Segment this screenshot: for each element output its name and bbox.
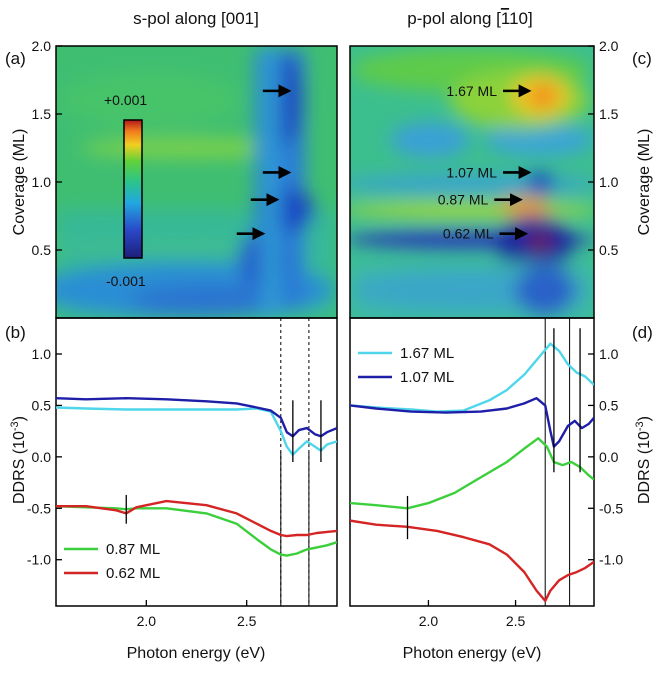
- legend-label-1: 1.07 ML: [400, 369, 454, 386]
- series-line-062-ML: [56, 499, 337, 538]
- series-line-107-ML: [56, 397, 337, 438]
- colorbar: [123, 119, 143, 259]
- right-column-title: p-pol along [110]: [407, 9, 532, 28]
- ytick-label-c-2: 1.5: [599, 106, 619, 122]
- panel-letter-d: (d): [632, 323, 653, 342]
- xtick-label-b-0: 2.0: [137, 613, 157, 629]
- colorbar-min-label: -0.001: [106, 273, 146, 289]
- ytick-label-b-2: 0.0: [32, 449, 52, 465]
- series-line-087-ML: [350, 437, 594, 510]
- right-coverage-axis-title: Coverage (ML): [636, 129, 653, 236]
- panel-letter-c: (c): [632, 49, 652, 68]
- ytick-label-d-3: 0.5: [599, 397, 619, 413]
- ytick-label-d-2: 0.0: [599, 449, 619, 465]
- ytick-label-c-3: 2.0: [599, 38, 619, 54]
- right-title-prefix: p-pol along [: [407, 9, 501, 28]
- coverage-marker-label-3: 0.62 ML: [443, 226, 494, 242]
- series-line-062-ML: [350, 519, 594, 603]
- legend-label-1: 0.62 ML: [106, 565, 160, 582]
- series-line-167-ML: [350, 342, 594, 413]
- panel-b-lines: 0.87 ML 0.62 ML: [55, 317, 338, 607]
- coverage-marker-label-1: 1.07 ML: [446, 164, 497, 180]
- left-ddrs-axis-title: DDRS (10-3): [9, 416, 28, 504]
- left-column-title: s-pol along [001]: [133, 9, 259, 28]
- legend-label-0: 1.67 ML: [400, 345, 454, 362]
- ytick-label-a-2: 1.5: [32, 106, 52, 122]
- right-ddrs-axis-title: DDRS (10-3): [634, 416, 653, 504]
- ytick-label-a-1: 1.0: [32, 174, 52, 190]
- ytick-label-c-1: 1.0: [599, 174, 619, 190]
- panel-letter-b: (b): [5, 323, 26, 342]
- left-coverage-axis-title: Coverage (ML): [11, 129, 28, 236]
- panel-d-lines: 1.67 ML 1.07 ML: [349, 317, 595, 607]
- panel-c-heatmap: 1.67 ML 1.07 ML 0.87 ML 0.62 ML: [349, 45, 595, 319]
- coverage-marker-label-0: 1.67 ML: [446, 83, 497, 99]
- right-title-suffix: 10]: [509, 9, 533, 28]
- ytick-label-d-1: -0.5: [599, 500, 623, 516]
- ytick-label-c-0: 0.5: [599, 242, 619, 258]
- series-line-107-ML: [350, 397, 594, 448]
- right-x-axis-title: Photon energy (eV): [403, 645, 542, 662]
- series-line-087-ML: [56, 505, 337, 557]
- xtick-label-d-0: 2.0: [419, 613, 439, 629]
- colorbar-max-label: +0.001: [104, 92, 147, 108]
- ytick-label-d-4: 1.0: [599, 346, 619, 362]
- ytick-label-b-4: 1.0: [32, 346, 52, 362]
- ytick-label-b-1: -0.5: [27, 500, 51, 516]
- ytick-label-b-0: -1.0: [27, 552, 51, 568]
- xtick-label-d-1: 2.5: [506, 613, 526, 629]
- panel-letter-a: (a): [5, 49, 26, 68]
- coverage-marker-label-2: 0.87 ML: [438, 192, 489, 208]
- ytick-label-b-3: 0.5: [32, 397, 52, 413]
- ytick-label-a-3: 2.0: [32, 38, 52, 54]
- ytick-label-a-0: 0.5: [32, 242, 52, 258]
- left-x-axis-title: Photon energy (eV): [127, 645, 266, 662]
- legend-label-0: 0.87 ML: [106, 541, 160, 558]
- right-title-bar-digit: 1: [501, 9, 510, 28]
- series-line-167-ML: [56, 406, 337, 456]
- ytick-label-d-0: -1.0: [599, 552, 623, 568]
- panel-a-heatmap: +0.001 -0.001: [55, 45, 338, 319]
- xtick-label-b-1: 2.5: [237, 613, 257, 629]
